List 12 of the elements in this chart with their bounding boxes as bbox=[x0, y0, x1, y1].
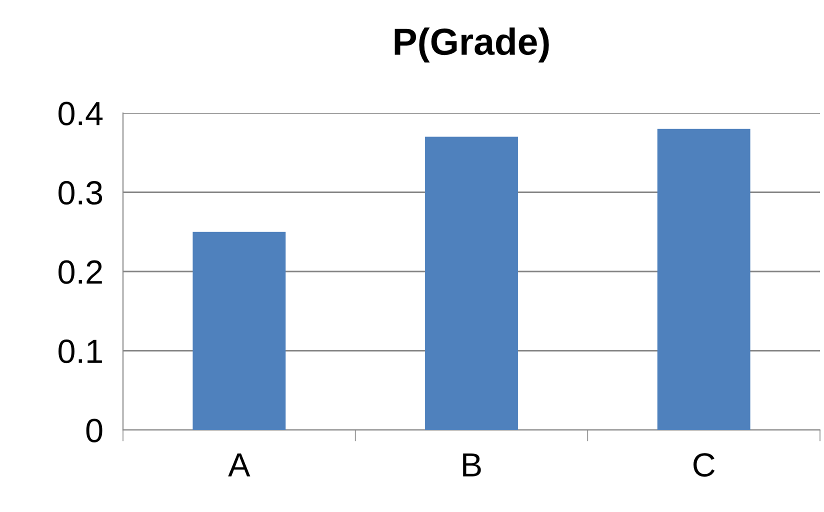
bar bbox=[425, 136, 518, 430]
x-tick-label: B bbox=[463, 453, 481, 476]
bar bbox=[657, 128, 750, 430]
y-tick-label: 0.4 bbox=[58, 102, 103, 126]
x-tick-label: A bbox=[228, 453, 250, 476]
x-tick-label: C bbox=[693, 453, 715, 477]
chart-title: P(Grade) bbox=[394, 28, 549, 62]
y-tick-label: 0.3 bbox=[58, 181, 102, 205]
bar bbox=[192, 232, 286, 430]
y-tick-label: 0 bbox=[86, 418, 102, 442]
y-tick-label: 0.1 bbox=[58, 340, 102, 364]
y-tick-label: 0.2 bbox=[58, 260, 102, 284]
